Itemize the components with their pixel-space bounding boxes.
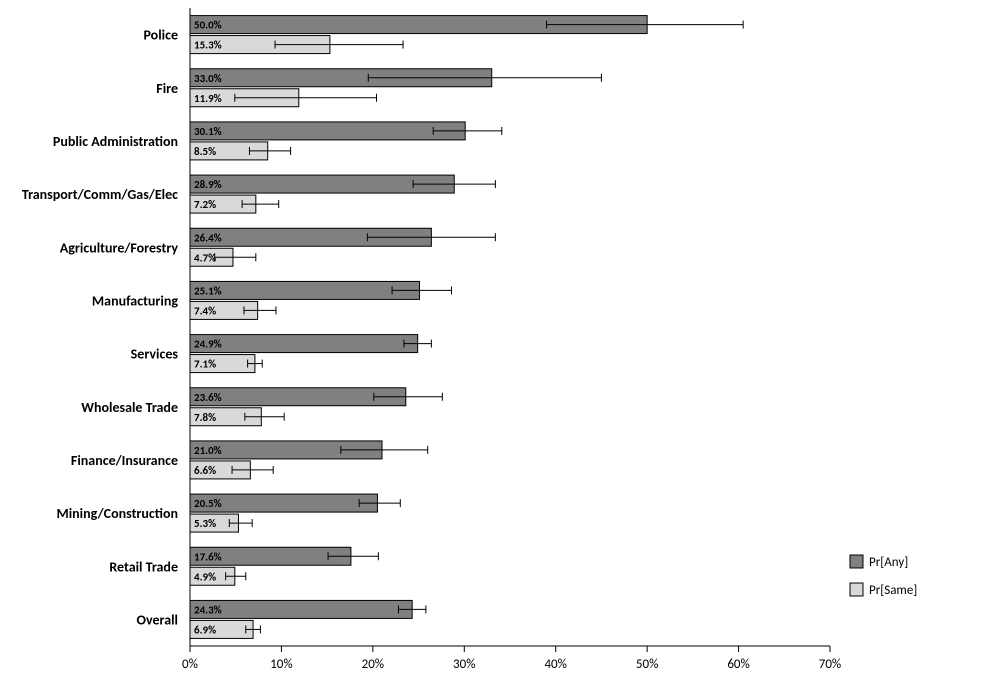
bar-value-label: 7.1% [194,358,216,371]
svg-text:30%: 30% [453,657,475,672]
bar [190,281,419,299]
grouped-horizontal-bar-chart: 0% 10% 20% 30% 40% 50% 60% 70% Police 50.0% 15.3% F… [0,0,987,682]
bar-value-label: 8.5% [194,145,216,158]
bar-value-label: 17.6% [194,550,222,563]
category-label: Overall [137,611,178,628]
svg-text:10%: 10% [270,657,292,672]
bar [190,600,412,618]
category-label: Fire [156,80,178,97]
bar-value-label: 26.4% [194,231,222,244]
category-label: Police [143,27,178,44]
bar-value-label: 20.5% [194,497,222,510]
category-label: Services [131,346,179,363]
legend-label: Pr[Any] [869,555,908,570]
legend-swatch [850,583,863,596]
chart-svg: 0% 10% 20% 30% 40% 50% 60% 70% Police 50.0% 15.3% F… [0,0,987,682]
bar-value-label: 33.0% [194,72,222,85]
legend-label: Pr[Same] [869,583,917,598]
category-label: Finance/Insurance [71,452,178,469]
svg-text:70%: 70% [819,657,841,672]
bar-value-label: 28.9% [194,178,222,191]
category-label: Agriculture/Forestry [60,239,179,256]
bar-value-label: 21.0% [194,444,222,457]
bar-value-label: 50.0% [194,19,222,32]
bar-value-label: 7.4% [194,304,216,317]
bar-value-label: 11.9% [194,92,222,105]
bar [190,335,418,353]
svg-text:50%: 50% [636,657,658,672]
bar-value-label: 30.1% [194,125,222,138]
svg-text:0%: 0% [182,657,198,672]
category-label: Manufacturing [92,292,178,309]
bar-value-label: 24.3% [194,603,222,616]
svg-text:40%: 40% [544,657,566,672]
category-label: Mining/Construction [56,505,178,522]
bar-value-label: 23.6% [194,391,222,404]
bar-value-label: 6.9% [194,623,216,636]
category-label: Wholesale Trade [81,399,178,416]
bar-value-label: 7.8% [194,411,216,424]
svg-text:60%: 60% [727,657,749,672]
bar-value-label: 4.7% [194,251,216,264]
bar-value-label: 4.9% [194,570,216,583]
bar-value-label: 6.6% [194,464,216,477]
category-label: Transport/Comm/Gas/Elec [22,186,178,203]
category-label: Public Administration [53,133,178,150]
bar [190,122,465,140]
legend-swatch [850,555,863,568]
category-label: Retail Trade [109,558,178,575]
bar-value-label: 7.2% [194,198,216,211]
svg-text:20%: 20% [362,657,384,672]
bar-value-label: 24.9% [194,338,222,351]
bar-value-label: 5.3% [194,517,216,530]
bar-value-label: 15.3% [194,39,222,52]
bar-value-label: 25.1% [194,284,222,297]
